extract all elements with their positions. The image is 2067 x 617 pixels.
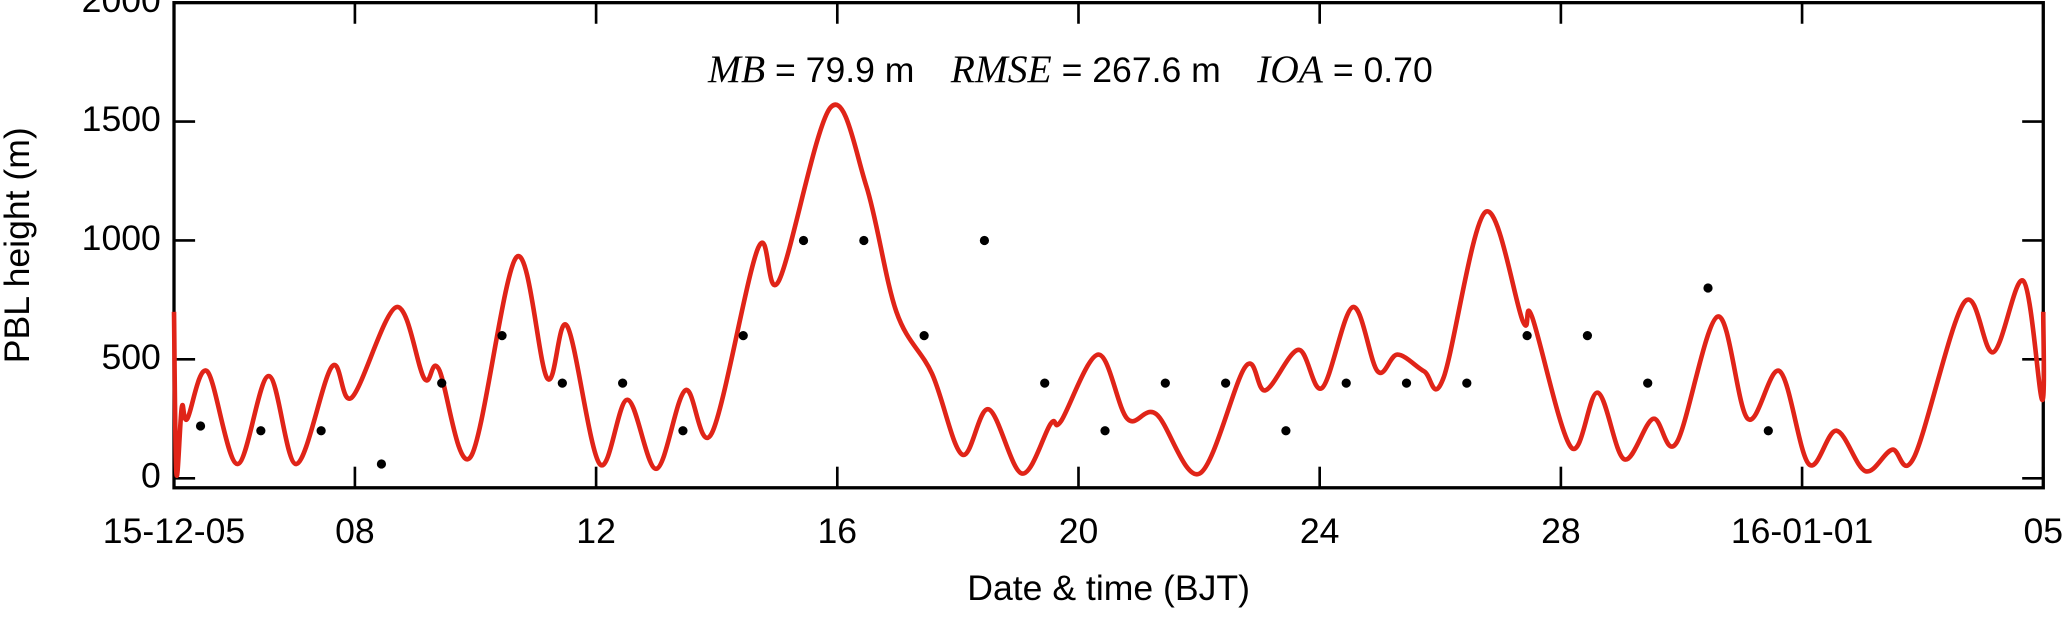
model-line — [171, 102, 2047, 479]
annotation-name: MB — [707, 47, 765, 91]
observation-dot — [376, 459, 387, 469]
observation-dot — [1221, 378, 1231, 388]
annotation-name: IOA — [1256, 47, 1324, 91]
observation-dot — [497, 330, 507, 341]
x-tick-label: 16 — [818, 511, 858, 551]
x-axis-label: Date & time (BJT) — [967, 568, 1250, 608]
annotation-text: = 267.6 m — [1062, 50, 1221, 90]
observation-dot — [1401, 378, 1412, 388]
x-tick-label: 12 — [576, 511, 616, 551]
y-tick-label: 500 — [101, 337, 160, 377]
observation-dot — [316, 426, 326, 436]
observation-dot — [618, 378, 628, 388]
x-tick-label: 08 — [335, 511, 375, 551]
x-tick-label: 24 — [1300, 511, 1340, 551]
observation-dot — [979, 235, 990, 246]
x-tick-label: 28 — [1541, 511, 1581, 551]
observation-dot — [1643, 378, 1653, 388]
observation-dot — [1281, 426, 1291, 436]
observation-dot — [738, 330, 748, 341]
observation-dot — [256, 426, 266, 436]
observation-dot — [1160, 378, 1170, 388]
observation-dot — [1341, 378, 1351, 388]
observation-dot — [798, 235, 809, 246]
y-tick-label: 2000 — [82, 0, 161, 20]
annotation-text: = 79.9 m — [775, 50, 914, 90]
observation-dot — [1582, 330, 1593, 341]
plot-frame — [172, 1, 2045, 490]
x-tick-label: 20 — [1059, 511, 1099, 551]
y-tick-label: 1000 — [82, 218, 161, 258]
observation-dot — [1522, 330, 1532, 341]
observation-dot — [557, 378, 567, 388]
observation-dot — [437, 378, 447, 388]
x-tick-label: 16-01-01 — [1731, 511, 1873, 551]
y-tick-label: 0 — [141, 456, 161, 496]
observation-dot — [1100, 426, 1110, 436]
observation-dot — [1703, 283, 1713, 293]
observation-dot — [195, 421, 206, 431]
observation-dot — [1040, 378, 1050, 388]
annotation-text: = 0.70 — [1333, 50, 1433, 90]
observation-dot — [859, 235, 869, 246]
observation-dot — [1763, 426, 1773, 436]
y-tick-label: 1500 — [82, 99, 161, 139]
observation-dot — [678, 426, 688, 436]
observation-dot — [1462, 378, 1472, 388]
observation-dot — [919, 330, 929, 341]
x-tick-label: 05 — [2023, 511, 2063, 551]
annotation-name: RMSE — [950, 47, 1052, 91]
y-axis-label: PBL height (m) — [0, 127, 37, 363]
x-tick-label: 15-12-05 — [103, 511, 245, 551]
annotation: MB = 79.9 m RMSE = 267.6 m IOA = 0.70 — [707, 47, 1433, 91]
